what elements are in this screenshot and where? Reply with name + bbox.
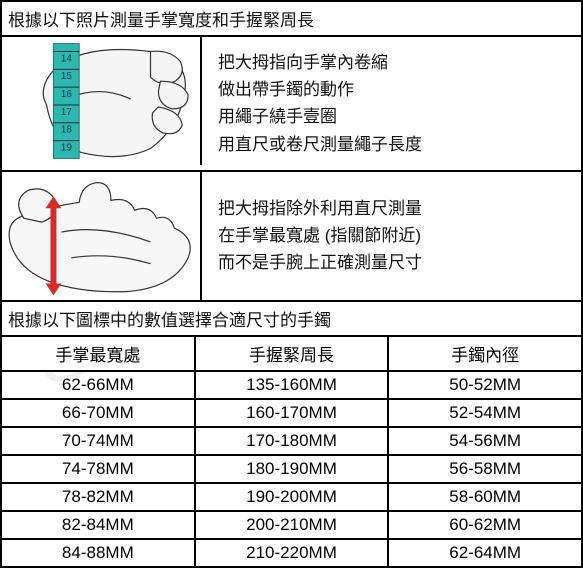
table-cell: 200-210MM: [196, 512, 390, 538]
table-cell: 190-200MM: [196, 484, 390, 510]
section-header-table: 根據以下圖標中的數值選擇合適尺寸的手鐲: [2, 302, 581, 337]
table-cell: 180-190MM: [196, 456, 390, 482]
table-cell: 170-180MM: [196, 428, 390, 454]
tape-num: 14: [61, 53, 72, 64]
instruction-text-1: 把大拇指向手掌內卷縮 做出帶手鐲的動作 用繩子繞手壹圈 用直尺或卷尺測量繩子長度: [202, 37, 581, 170]
instruction-line: 而不是手腕上正確測量尺寸: [218, 249, 422, 276]
table-header-cell: 手握緊周長: [196, 337, 390, 370]
instruction-text-2: 把大拇指除外利用直尺測量 在手掌最寬處 (指關節附近) 而不是手腕上正確測量尺寸: [202, 172, 581, 300]
table-body: 62-66MM135-160MM50-52MM66-70MM160-170MM5…: [2, 372, 581, 566]
table-row: 84-88MM210-220MM62-64MM: [2, 540, 581, 566]
table-row: 62-66MM135-160MM50-52MM: [2, 372, 581, 400]
tape-num: 15: [61, 71, 72, 82]
table-cell: 62-64MM: [389, 540, 581, 566]
section-header-measure: 根據以下照片測量手掌寬度和手握緊周長: [2, 2, 581, 37]
tape-num: 18: [61, 125, 72, 136]
table-cell: 52-54MM: [389, 400, 581, 426]
table-cell: 70-74MM: [2, 428, 196, 454]
size-table: 手掌最寬處 手握緊周長 手鐲內徑 62-66MM135-160MM50-52MM…: [2, 337, 581, 566]
hand-illustration-width: [2, 172, 202, 300]
table-cell: 56-58MM: [389, 456, 581, 482]
table-header-cell: 手掌最寬處: [2, 337, 196, 370]
table-cell: 82-84MM: [2, 512, 196, 538]
instruction-line: 用直尺或卷尺測量繩子長度: [218, 131, 422, 158]
table-cell: 135-160MM: [196, 372, 390, 398]
table-header-cell: 手鐲內徑: [389, 337, 581, 370]
tape-num: 16: [61, 89, 72, 100]
table-cell: 50-52MM: [389, 372, 581, 398]
table-row: 74-78MM180-190MM56-58MM: [2, 456, 581, 484]
tape-num: 19: [61, 143, 72, 154]
table-cell: 66-70MM: [2, 400, 196, 426]
table-row: 70-74MM170-180MM54-56MM: [2, 428, 581, 456]
hand-illustration-tape: 14 15 16 17 18 19: [2, 37, 202, 165]
table-cell: 58-60MM: [389, 484, 581, 510]
table-row: 82-84MM200-210MM60-62MM: [2, 512, 581, 540]
table-cell: 62-66MM: [2, 372, 196, 398]
table-header-row: 手掌最寬處 手握緊周長 手鐲內徑: [2, 337, 581, 372]
instruction-line: 在手掌最寬處 (指關節附近): [218, 222, 422, 249]
instruction-line: 做出帶手鐲的動作: [218, 76, 422, 103]
instruction-row-1: 14 15 16 17 18 19 把大拇指向: [2, 37, 581, 172]
instruction-line: 用繩子繞手壹圈: [218, 103, 422, 130]
sizing-guide: 根據以下照片測量手掌寬度和手握緊周長: [0, 0, 583, 568]
table-cell: 210-220MM: [196, 540, 390, 566]
table-cell: 74-78MM: [2, 456, 196, 482]
table-cell: 60-62MM: [389, 512, 581, 538]
instruction-line: 把大拇指除外利用直尺測量: [218, 195, 422, 222]
table-cell: 54-56MM: [389, 428, 581, 454]
instruction-row-2: 把大拇指除外利用直尺測量 在手掌最寬處 (指關節附近) 而不是手腕上正確測量尺寸: [2, 172, 581, 302]
instruction-line: 把大拇指向手掌內卷縮: [218, 49, 422, 76]
table-cell: 84-88MM: [2, 540, 196, 566]
table-row: 66-70MM160-170MM52-54MM: [2, 400, 581, 428]
table-row: 78-82MM190-200MM58-60MM: [2, 484, 581, 512]
table-cell: 78-82MM: [2, 484, 196, 510]
tape-num: 17: [61, 107, 72, 118]
table-cell: 160-170MM: [196, 400, 390, 426]
